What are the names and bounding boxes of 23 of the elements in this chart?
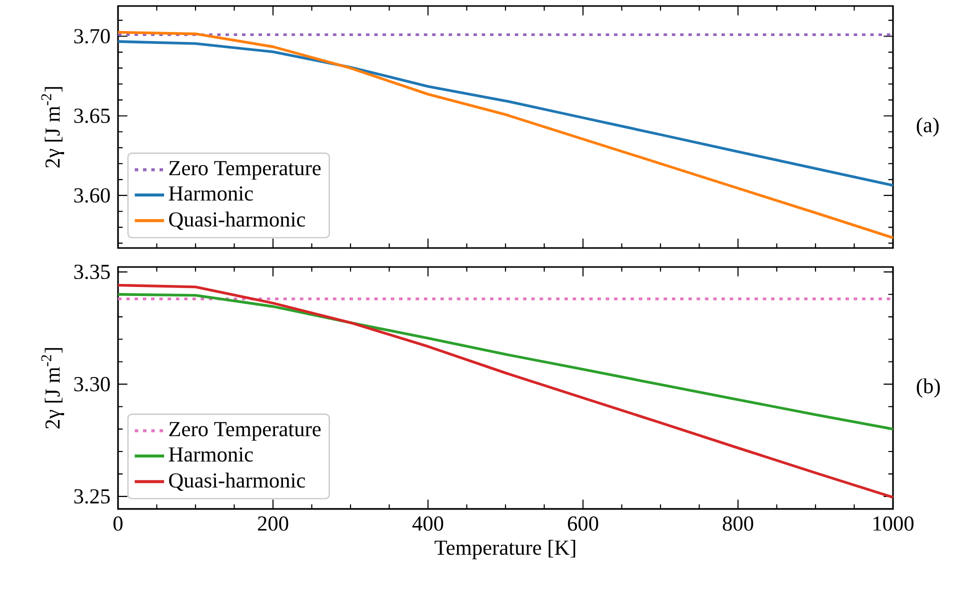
y-tick-label: 3.35: [74, 264, 110, 280]
y-tick-label: 3.30: [74, 376, 110, 392]
x-tick-label: 600: [568, 516, 598, 531]
y-axis-title: 2γ [J m$^{-2}$]: [41, 87, 64, 168]
y-axis-title: 2γ [J m$^{-2}$]: [41, 348, 64, 429]
legend-label: Quasi-harmonic: [169, 472, 306, 491]
x-tick-label: 1000: [874, 516, 914, 531]
x-tick-label: 800: [722, 516, 754, 531]
y-tick-label: 3.65: [74, 108, 110, 124]
y-tick-label: 3.60: [74, 188, 110, 203]
text: (b): [916, 378, 940, 398]
legend-label: Harmonic: [168, 186, 253, 201]
y-tick-label: 3.70: [74, 29, 110, 44]
legend-label: Quasi-harmonic: [169, 212, 306, 230]
x-tick-label: 200: [258, 516, 288, 531]
x-tick-label: 0: [113, 516, 123, 531]
legend-label: Zero Temperature: [169, 422, 321, 441]
legend-label: Harmonic: [168, 447, 253, 462]
legend-label: Zero Temperature: [169, 161, 321, 180]
y-tick-label: 3.25: [74, 489, 110, 504]
x-axis-title: Temperature [K]: [434, 540, 576, 560]
text: (a): [916, 117, 939, 137]
x-tick-label: 400: [412, 516, 444, 531]
